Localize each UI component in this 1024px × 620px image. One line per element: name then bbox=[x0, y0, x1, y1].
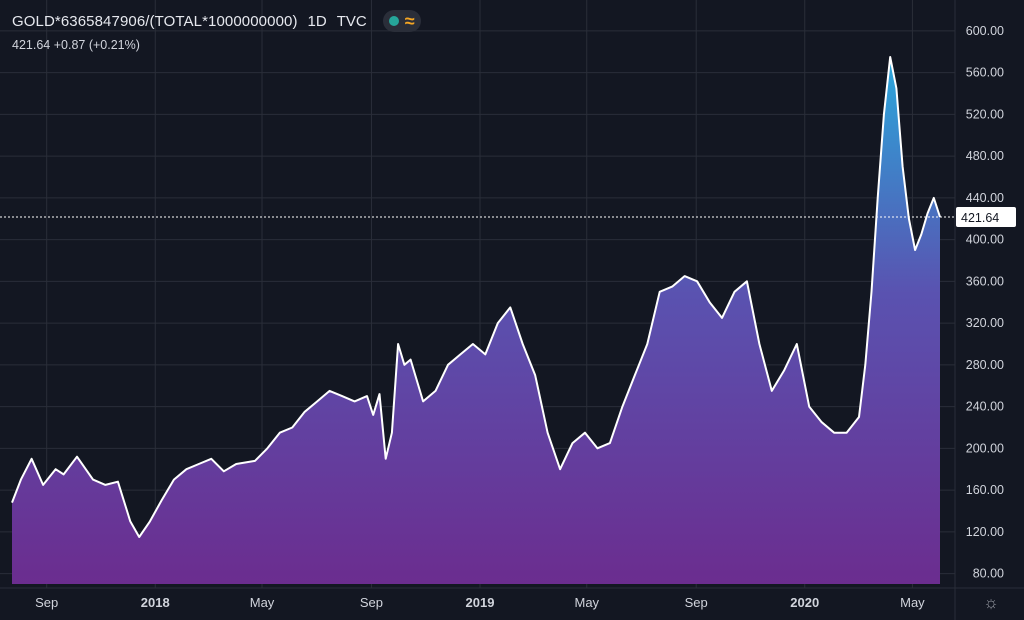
last-price-value: 421.64 bbox=[12, 38, 51, 52]
last-price-marker: 421.64 bbox=[0, 207, 1016, 228]
symbol-title[interactable]: GOLD*6365847906/(TOTAL*1000000000) bbox=[12, 12, 298, 30]
price-change: +0.87 bbox=[53, 38, 86, 52]
last-price-label-box bbox=[956, 207, 1016, 228]
price-line bbox=[11, 56, 941, 538]
y-tick-label: 200.00 bbox=[966, 441, 1004, 455]
x-tick-label: 2019 bbox=[466, 595, 495, 610]
wave-icon: ≈ bbox=[404, 11, 415, 31]
area-fill bbox=[12, 57, 940, 584]
symbol-legend[interactable]: GOLD*6365847906/(TOTAL*1000000000) 1D TV… bbox=[12, 10, 421, 32]
status-badge[interactable]: ≈ bbox=[382, 10, 421, 32]
exchange-label[interactable]: TVC bbox=[336, 12, 367, 30]
x-tick-label: May bbox=[250, 595, 275, 610]
y-tick-label: 600.00 bbox=[966, 24, 1004, 38]
y-tick-label: 480.00 bbox=[966, 149, 1004, 163]
x-tick-label: Sep bbox=[360, 595, 383, 610]
time-axis[interactable]: Sep 2018 May Sep 2019 May Sep 2020 May bbox=[35, 595, 925, 610]
y-tick-label: 320.00 bbox=[966, 316, 1004, 330]
y-tick-label: 160.00 bbox=[966, 483, 1004, 497]
x-tick-label: May bbox=[900, 595, 925, 610]
y-tick-label: 280.00 bbox=[966, 358, 1004, 372]
price-change-percent: (+0.21%) bbox=[88, 38, 140, 52]
green-dot-icon bbox=[388, 16, 399, 26]
price-axis[interactable]: 80.00 120.00 160.00 200.00 240.00 280.00 320.0… bbox=[966, 24, 1004, 581]
y-tick-label: 80.00 bbox=[973, 567, 1004, 581]
price-area bbox=[11, 56, 941, 584]
y-tick-label: 400.00 bbox=[966, 233, 1004, 247]
interval-label[interactable]: 1D bbox=[307, 12, 327, 30]
last-price-label: 421.64 bbox=[961, 211, 999, 225]
y-tick-label: 560.00 bbox=[966, 66, 1004, 80]
x-tick-label: May bbox=[574, 595, 599, 610]
x-tick-label: Sep bbox=[685, 595, 708, 610]
y-tick-label: 520.00 bbox=[966, 107, 1004, 121]
y-tick-label: 440.00 bbox=[966, 191, 1004, 205]
y-tick-label: 360.00 bbox=[966, 274, 1004, 288]
x-tick-label: 2020 bbox=[790, 595, 819, 610]
gear-icon[interactable]: ☼ bbox=[983, 593, 999, 612]
y-tick-label: 240.00 bbox=[966, 400, 1004, 414]
x-tick-label: Sep bbox=[35, 595, 58, 610]
price-quote: 421.64 +0.87 (+0.21%) bbox=[12, 38, 140, 52]
x-tick-label: 2018 bbox=[141, 595, 170, 610]
y-tick-label: 120.00 bbox=[966, 525, 1004, 539]
